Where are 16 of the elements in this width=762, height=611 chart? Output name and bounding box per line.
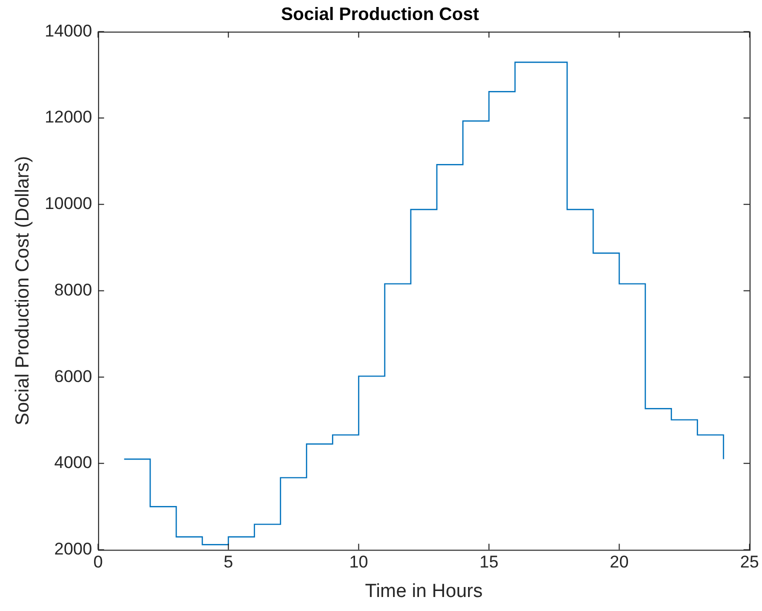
x-tick-label: 5 (224, 552, 234, 572)
y-tick-label: 8000 (54, 280, 92, 300)
y-tick-label: 12000 (44, 108, 92, 127)
y-axis-title: Social Production Cost (Dollars) (12, 156, 34, 426)
x-tick-label: 15 (479, 552, 498, 572)
x-tick-label: 10 (349, 552, 368, 572)
y-tick-label: 2000 (54, 539, 92, 558)
x-tick-label: 20 (610, 552, 629, 572)
chart-title: Social Production Cost (280, 4, 480, 24)
x-tick-label: 0 (93, 552, 103, 572)
x-axis-title: Time in Hours (365, 580, 483, 602)
y-tick-label: 4000 (54, 453, 92, 472)
y-tick-label: 10000 (44, 194, 92, 214)
x-tick-label: 25 (740, 552, 760, 572)
y-tick-label: 14000 (44, 21, 92, 40)
y-tick-label: 6000 (54, 366, 92, 386)
